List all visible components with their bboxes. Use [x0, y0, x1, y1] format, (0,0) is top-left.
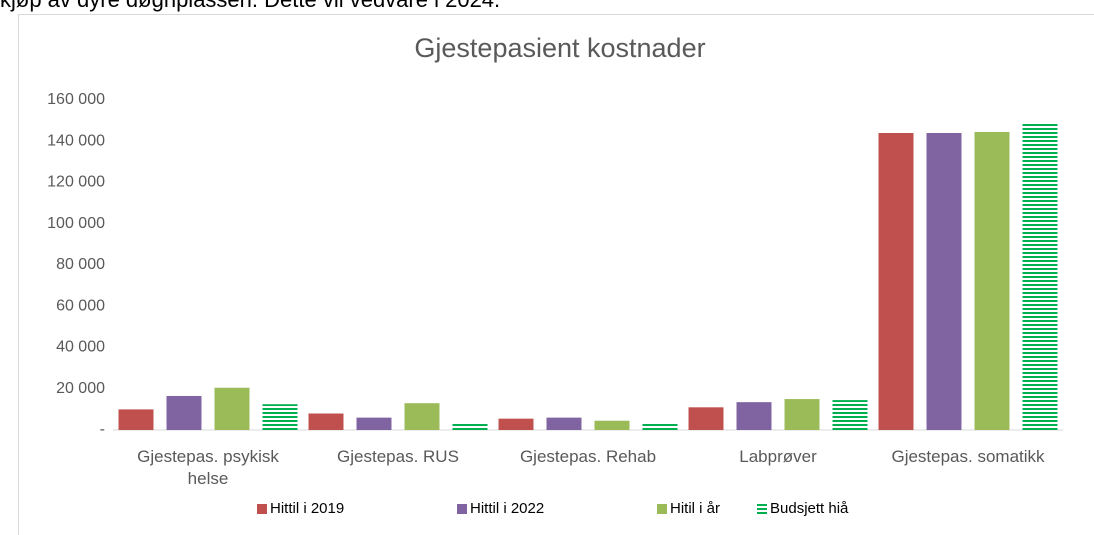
- bar: [688, 407, 724, 430]
- bar: [452, 422, 488, 430]
- bar: [166, 395, 202, 430]
- y-tick-label: 80 000: [56, 256, 105, 273]
- bar: [404, 403, 440, 430]
- chart-title: Gjestepasient kostnader: [414, 33, 705, 63]
- bar: [498, 418, 534, 430]
- y-tick-label: 140 000: [47, 132, 105, 149]
- bar: [642, 422, 678, 430]
- y-tick-label: 40 000: [56, 339, 105, 356]
- legend-marker: [257, 504, 267, 514]
- legend-label: Hittil i 2022: [470, 500, 544, 517]
- bar: [262, 404, 298, 430]
- legend-label: Hittil i 2019: [270, 500, 344, 517]
- legend-marker: [457, 504, 467, 514]
- bar: [1022, 123, 1058, 430]
- y-tick-label: 160 000: [47, 91, 105, 108]
- x-tick-label: Labprøver: [739, 447, 817, 466]
- y-tick-label: -: [100, 421, 105, 438]
- document-text: kjøp av dyre døgnplassen. Dette vil vedv…: [0, 0, 500, 13]
- bar: [832, 400, 868, 430]
- chart-border: [18, 14, 1094, 535]
- y-tick-label: 100 000: [47, 215, 105, 232]
- legend-marker: [757, 504, 767, 514]
- x-tick-label: Gjestepas. somatikk: [891, 447, 1045, 466]
- bar: [926, 133, 962, 430]
- bar: [214, 387, 250, 430]
- bar: [974, 131, 1010, 430]
- legend-label: Hitil i år: [670, 500, 720, 517]
- x-tick-label: Gjestepas. Rehab: [519, 447, 657, 466]
- x-tick-label: Gjestepas. RUS: [337, 447, 459, 466]
- y-tick-label: 120 000: [47, 174, 105, 191]
- legend-marker: [657, 504, 667, 514]
- x-tick-label: Gjestepas. psykisk helse: [137, 447, 279, 488]
- y-tick-label: 20 000: [56, 380, 105, 397]
- bar: [356, 417, 392, 430]
- bar: [878, 133, 914, 430]
- bar: [594, 420, 630, 430]
- bar: [118, 409, 154, 430]
- y-tick-label: 60 000: [56, 297, 105, 314]
- bar: [546, 417, 582, 430]
- bar: [736, 402, 772, 430]
- legend-label: Budsjett hiå: [770, 500, 849, 517]
- bar: [784, 399, 820, 430]
- bar: [308, 413, 344, 430]
